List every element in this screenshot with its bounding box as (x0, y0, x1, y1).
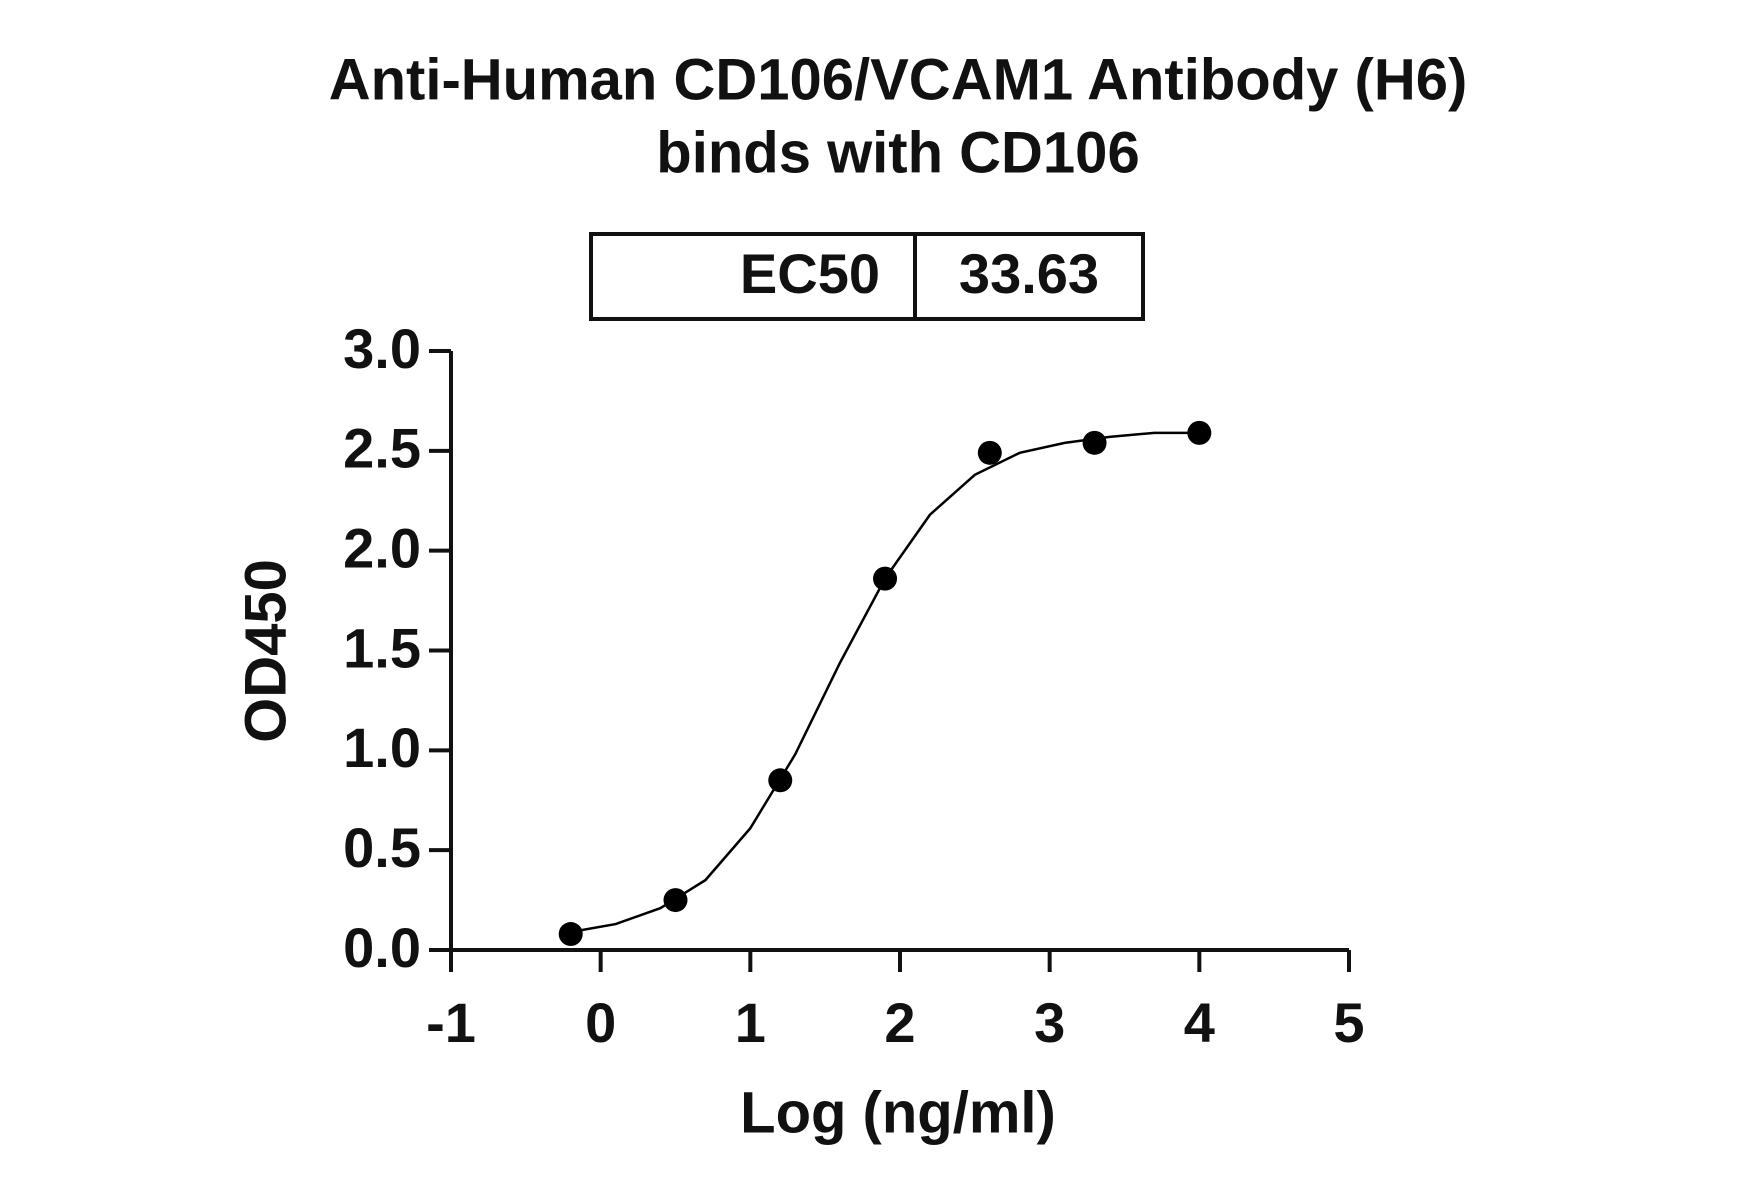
y-tick-label: 1.5 (343, 616, 421, 679)
y-tick-label: 1.0 (343, 716, 421, 779)
y-tick-label: 3.0 (343, 317, 421, 380)
data-point (1187, 420, 1212, 445)
x-tick-label: 1 (735, 991, 766, 1054)
y-tick-label: 0.0 (343, 916, 421, 979)
y-tick-label: 2.5 (343, 417, 421, 480)
x-axis-label: Log (ng/ml) (740, 1080, 1056, 1145)
data-point (1082, 430, 1107, 455)
x-tick-label: 0 (585, 991, 616, 1054)
data-point (558, 922, 583, 947)
ec50-value: 33.63 (959, 242, 1099, 305)
x-tick-label: 2 (884, 991, 915, 1054)
data-point (663, 888, 688, 913)
chart-title: Anti-Human CD106/VCAM1 Antibody (H6) (329, 47, 1468, 112)
ec50-label: EC50 (740, 242, 880, 305)
data-point (873, 566, 898, 591)
data-point (977, 440, 1002, 465)
y-tick-label: 2.0 (343, 516, 421, 579)
y-tick-label: 0.5 (343, 816, 421, 879)
x-tick-label: 5 (1333, 991, 1364, 1054)
x-tick-label: -1 (426, 991, 476, 1054)
ec50-box (589, 232, 1145, 321)
data-point (768, 768, 793, 793)
chart-subtitle: binds with CD106 (656, 120, 1139, 185)
x-tick-label: 3 (1034, 991, 1065, 1054)
x-tick-label: 4 (1184, 991, 1215, 1054)
y-axis-label: OD450 (233, 559, 298, 743)
fit-curve (570, 431, 1200, 934)
